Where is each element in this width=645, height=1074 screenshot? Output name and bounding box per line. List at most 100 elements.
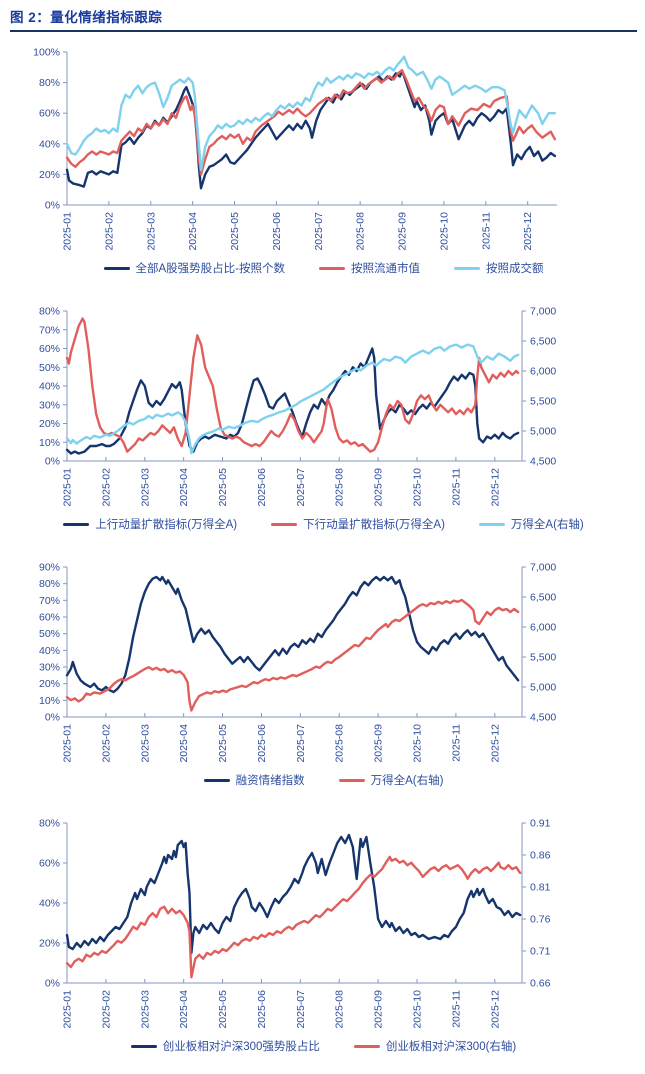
- right-axis-tick-label: 6,000: [530, 366, 556, 378]
- x-axis-tick-label: 2025-09: [373, 724, 385, 763]
- chart-block-chinext-vs-hs300: 0% 20% 40% 60% 80% 0.66 0.71 0.76 0.81 0.86 0.91 20…: [10, 803, 637, 1055]
- legend-strong-stock-ratio: 全部A股强势股占比-按照个数 按照流通市值 按照成交额: [10, 259, 637, 277]
- right-axis-tick-label: 7,000: [530, 306, 556, 318]
- legend-item: 按照流通市值: [319, 260, 420, 276]
- y-axis-tick-label: 0%: [45, 712, 60, 724]
- x-axis-tick-label: 2025-05: [217, 468, 229, 507]
- legend-swatch-line: [319, 266, 345, 270]
- legend-item: 融资情绪指数: [203, 772, 305, 788]
- right-axis-tick-label: 5,000: [530, 682, 556, 694]
- x-axis-tick-label: 2025-01: [62, 212, 74, 251]
- legend-margin-sentiment: 融资情绪指数 万得全A(右轴): [10, 771, 637, 789]
- legend-swatch-line: [203, 778, 230, 782]
- x-axis-tick-label: 2025-12: [489, 724, 501, 763]
- legend-item: 下行动量扩散指标(万得全A): [271, 516, 445, 532]
- header-rule: [10, 30, 637, 32]
- legend-item: 创业板相对沪深300强势股占比: [130, 1038, 320, 1054]
- x-axis-tick-label: 2025-02: [103, 212, 115, 251]
- x-axis-tick-label: 2025-11: [450, 468, 462, 506]
- y-axis-tick-label: 70%: [39, 324, 60, 336]
- y-axis-tick-label: 20%: [39, 678, 60, 690]
- right-axis-tick-label: 0.91: [530, 818, 551, 830]
- right-axis-tick-label: 5,000: [530, 426, 556, 438]
- x-axis-tick-label: 2025-03: [139, 468, 151, 507]
- x-axis-tick-label: 2025-09: [397, 212, 409, 251]
- series-line-red: [65, 598, 520, 712]
- x-axis-tick-label: 2025-08: [334, 468, 346, 507]
- y-axis-tick-label: 70%: [39, 595, 60, 607]
- right-axis-tick-label: 0.86: [530, 850, 551, 862]
- legend-label: 创业板相对沪深300强势股占比: [162, 1041, 320, 1053]
- series-line-lightblue: [65, 343, 520, 455]
- legend-label: 融资情绪指数: [235, 775, 305, 787]
- x-axis-tick-label: 2025-01: [62, 468, 74, 507]
- legend-label: 按照流通市值: [351, 263, 420, 275]
- x-axis-tick-label: 2025-05: [217, 990, 229, 1029]
- y-axis-tick-label: 60%: [39, 108, 60, 120]
- y-axis-tick-label: 20%: [39, 169, 60, 181]
- series-line-red: [65, 855, 522, 979]
- series-line-navy: [65, 575, 520, 694]
- legend-swatch-line: [454, 266, 480, 270]
- x-axis-tick-label: 2025-11: [480, 212, 492, 250]
- legend-label: 万得全A(右轴): [370, 775, 444, 787]
- x-axis-tick-label: 2025-06: [256, 990, 268, 1029]
- x-axis-tick-label: 2025-08: [334, 724, 346, 763]
- x-axis-tick-label: 2025-07: [295, 724, 307, 763]
- y-axis-tick-label: 80%: [39, 77, 60, 89]
- x-axis-tick-label: 2025-07: [313, 212, 325, 251]
- y-axis-tick-label: 10%: [39, 437, 60, 449]
- x-axis-tick-label: 2025-12: [489, 990, 501, 1029]
- y-axis-tick-label: 60%: [39, 343, 60, 355]
- right-axis-tick-label: 5,500: [530, 396, 556, 408]
- y-axis-tick-label: 80%: [39, 818, 60, 830]
- legend-label: 下行动量扩散指标(万得全A): [303, 519, 445, 531]
- legend-label: 上行动量扩散指标(万得全A): [95, 519, 238, 531]
- y-axis-tick-label: 10%: [39, 695, 60, 707]
- right-axis-tick-label: 6,500: [530, 336, 556, 348]
- legend-swatch-line: [103, 266, 130, 270]
- x-axis-tick-label: 2025-11: [450, 990, 462, 1028]
- x-axis-tick-label: 2025-06: [271, 212, 283, 251]
- x-axis-tick-label: 2025-09: [373, 468, 385, 507]
- y-axis-tick-label: 0%: [45, 200, 60, 212]
- x-axis-tick-label: 2025-03: [139, 990, 151, 1029]
- series-line-navy: [65, 347, 520, 455]
- y-axis-tick-label: 40%: [39, 138, 60, 150]
- chart-margin-sentiment: 0% 10% 20% 30% 40% 50% 60% 70% 80% 90% 4,500 5,000 5…: [39, 562, 556, 763]
- series-line-lightblue: [65, 55, 557, 172]
- y-axis-tick-label: 20%: [39, 418, 60, 430]
- legend-momentum-diffusion: 上行动量扩散指标(万得全A) 下行动量扩散指标(万得全A) 万得全A(右轴): [10, 515, 637, 533]
- x-axis-tick-label: 2025-08: [334, 990, 346, 1029]
- y-axis-tick-label: 80%: [39, 578, 60, 590]
- y-axis-tick-label: 40%: [39, 381, 60, 393]
- x-axis-tick-label: 2025-10: [438, 212, 450, 251]
- x-axis-tick-label: 2025-09: [373, 990, 385, 1029]
- legend-swatch-line: [63, 522, 90, 526]
- x-axis-tick-label: 2025-04: [178, 724, 190, 763]
- right-axis-tick-label: 6,500: [530, 592, 556, 604]
- y-axis-tick-label: 50%: [39, 362, 60, 374]
- chart-momentum-diffusion: 0% 10% 20% 30% 40% 50% 60% 70% 80% 4,500 5,000 5,50…: [39, 306, 556, 507]
- y-axis-tick-label: 40%: [39, 645, 60, 657]
- x-axis-tick-label: 2025-01: [62, 990, 74, 1029]
- chart-block-strong-stock-ratio: 0% 20% 40% 60% 80% 100% 2025-01 2025-02 2025-03 2…: [10, 42, 637, 277]
- right-axis-tick-label: 4,500: [530, 712, 556, 724]
- right-axis-tick-label: 0.71: [530, 946, 551, 958]
- x-axis-tick-label: 2025-03: [139, 724, 151, 763]
- right-axis-tick-label: 5,500: [530, 652, 556, 664]
- right-axis-tick-label: 0.76: [530, 914, 551, 926]
- x-axis-tick-label: 2025-11: [450, 724, 462, 762]
- legend-swatch-line: [271, 522, 298, 526]
- figure-title: 图 2：量化情绪指标跟踪: [10, 10, 163, 25]
- x-axis-tick-label: 2025-04: [178, 468, 190, 507]
- x-axis-tick-label: 2025-07: [295, 990, 307, 1029]
- y-axis-tick-label: 40%: [39, 898, 60, 910]
- legend-item: 万得全A(右轴): [478, 516, 584, 532]
- x-axis-tick-label: 2025-10: [412, 724, 424, 763]
- y-axis-tick-label: 50%: [39, 628, 60, 640]
- x-axis-tick-label: 2025-02: [100, 990, 112, 1029]
- chart-block-margin-sentiment: 0% 10% 20% 30% 40% 50% 60% 70% 80% 90% 4,500 5,000 5…: [10, 547, 637, 789]
- y-axis-tick-label: 20%: [39, 938, 60, 950]
- right-axis-tick-label: 6,000: [530, 622, 556, 634]
